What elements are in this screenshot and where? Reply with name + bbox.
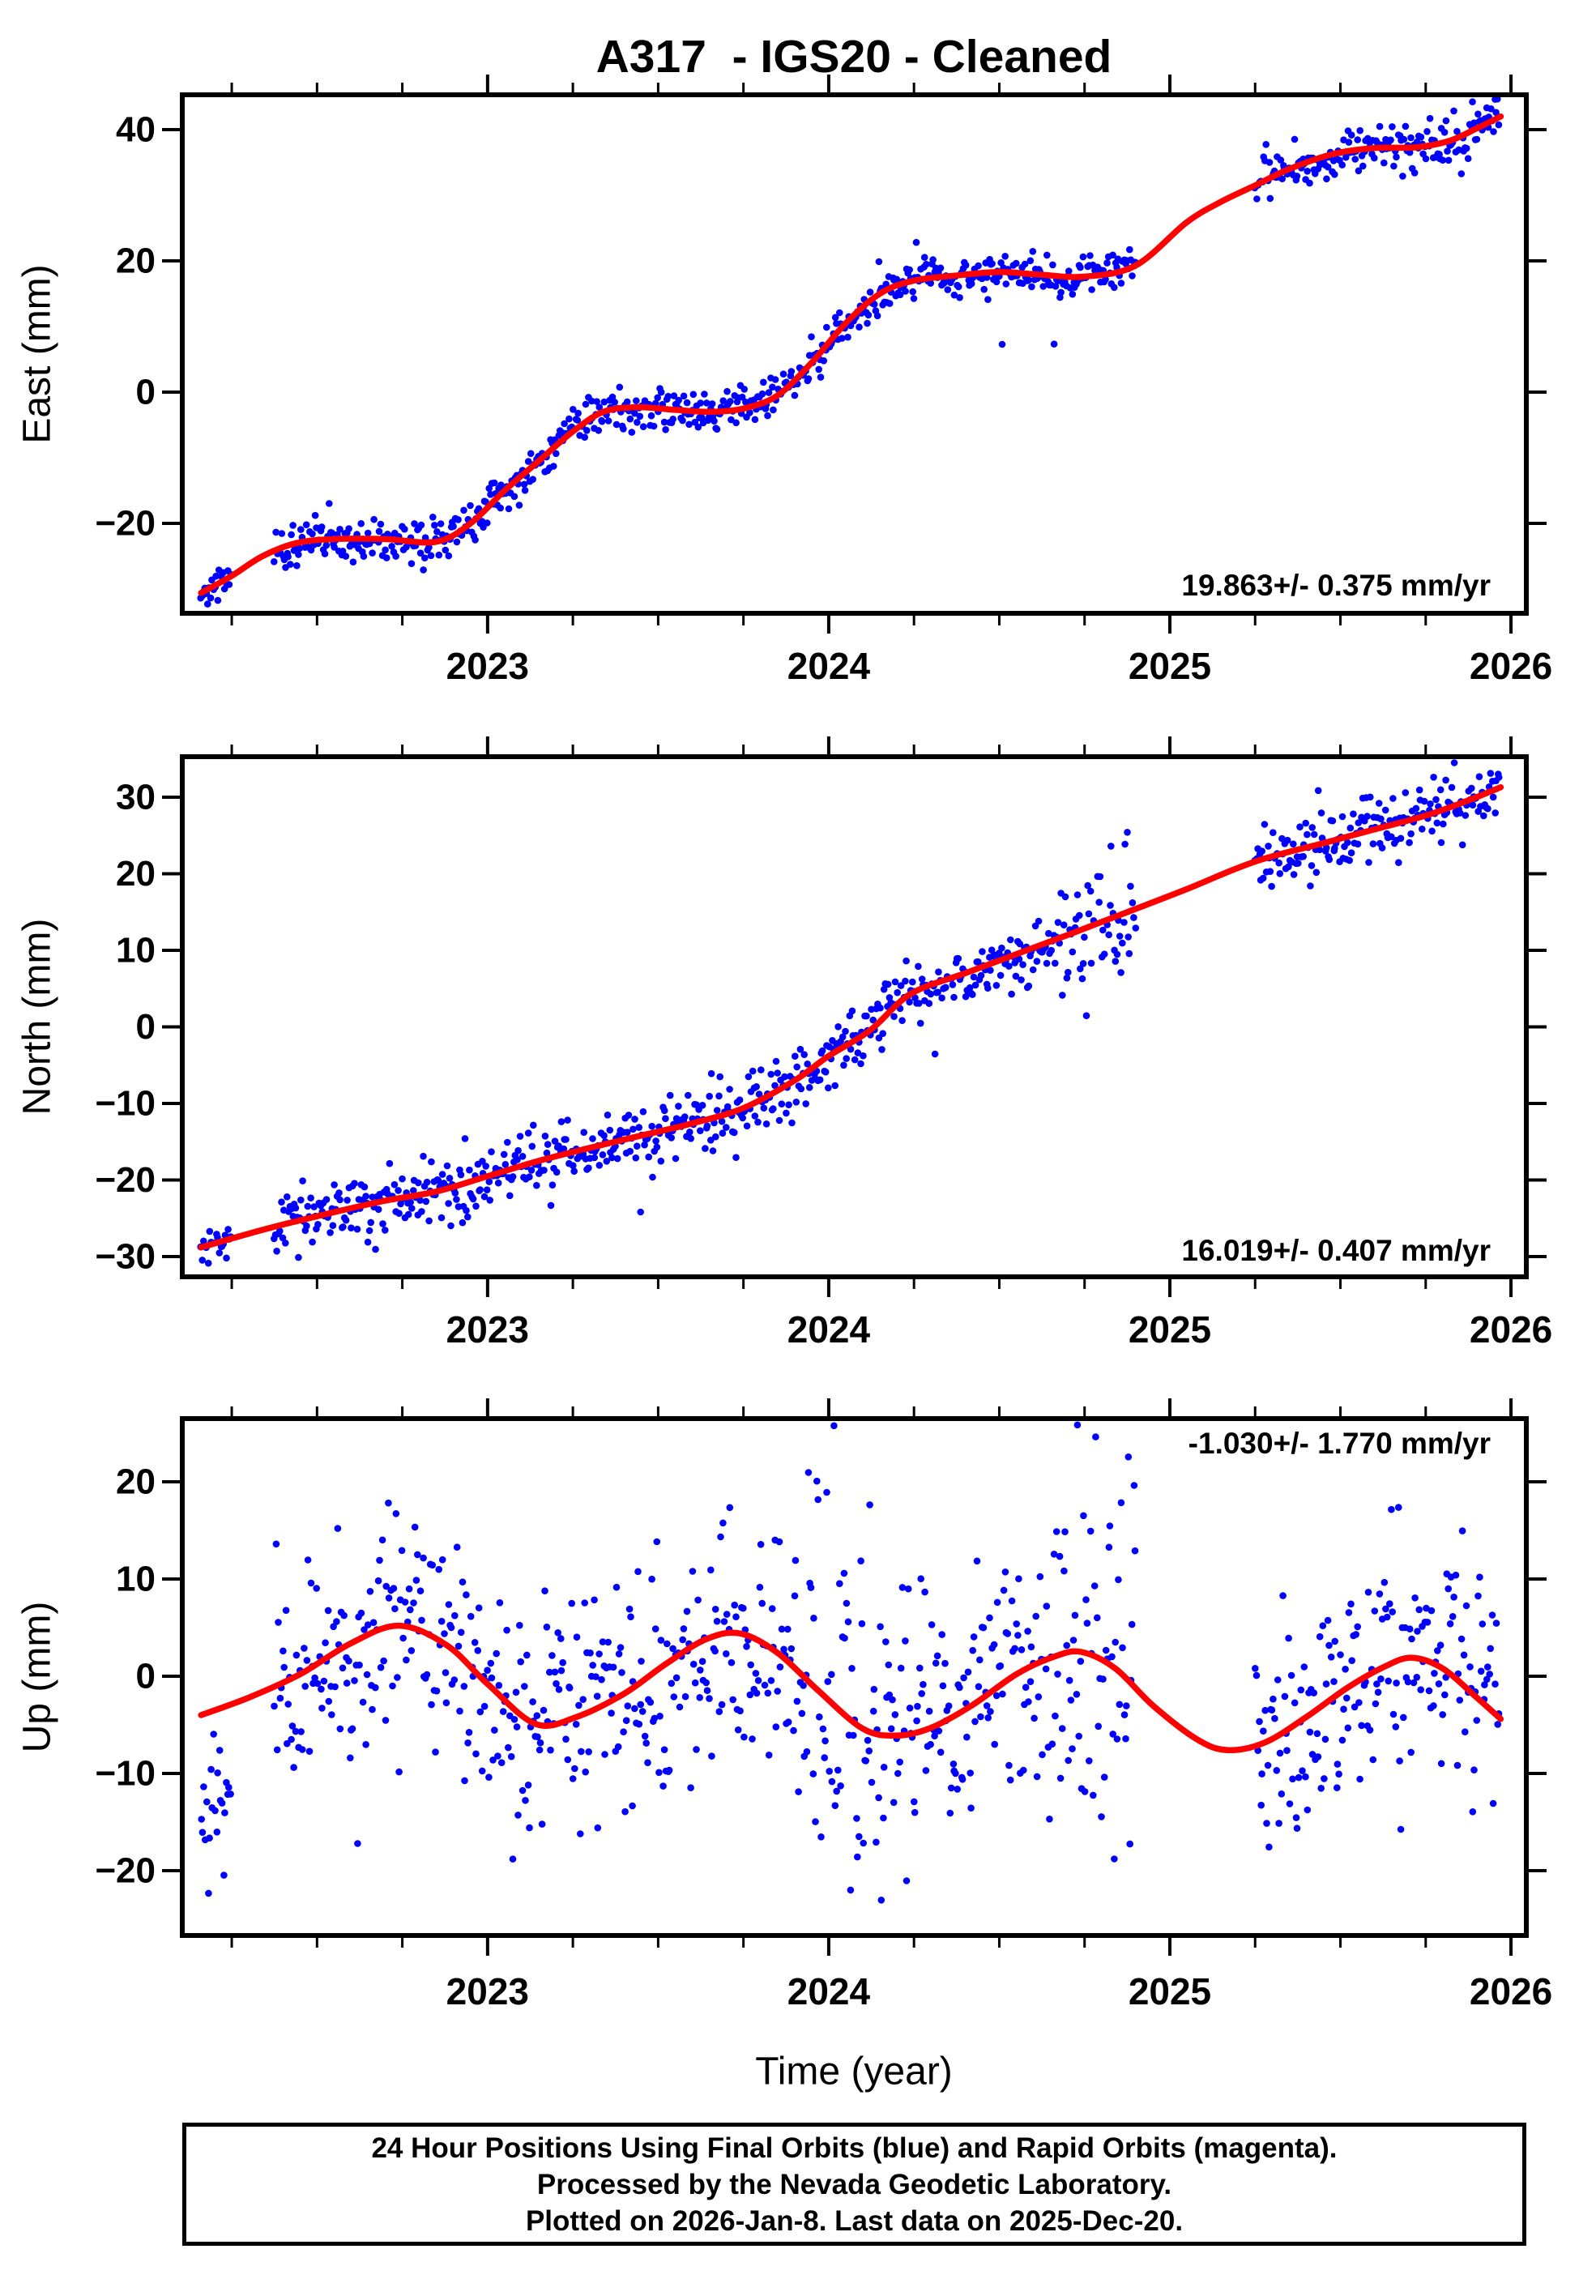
x-tick-label: 2025 xyxy=(1129,1970,1211,2012)
y-tick-label: 40 xyxy=(116,110,156,150)
x-tick-label: 2023 xyxy=(446,1970,529,2012)
footer-line-2: Processed by the Nevada Geodetic Laborat… xyxy=(536,2168,1172,2200)
y-tick-label: −30 xyxy=(95,1237,156,1277)
y-tick-label: 20 xyxy=(116,854,156,894)
east-frame xyxy=(180,92,1529,616)
up-rate-annotation: -1.030+/- 1.770 mm/yr xyxy=(1188,1427,1491,1460)
north-frame xyxy=(180,754,1529,1279)
up-frame xyxy=(180,1416,1529,1938)
up-scatter-points xyxy=(198,1421,1503,1904)
y-tick-label: 0 xyxy=(136,1007,156,1047)
page-title: A317 - IGS20 - Cleaned xyxy=(595,31,1112,83)
x-tick-label: 2026 xyxy=(1470,1308,1552,1351)
y-tick-label: 0 xyxy=(136,1657,156,1696)
footer-line-1: 24 Hour Positions Using Final Orbits (bl… xyxy=(371,2132,1338,2164)
y-tick-label: 20 xyxy=(116,1462,156,1502)
north-axis-label: North (mm) xyxy=(15,918,59,1116)
x-tick-label: 2025 xyxy=(1129,1308,1211,1351)
y-tick-label: −10 xyxy=(95,1084,156,1124)
east-trend-line xyxy=(198,113,1504,596)
east-scatter-points xyxy=(197,95,1503,608)
panel-up: 2023 2024 2025 2026 20 10 0 −10 −20 xyxy=(95,1398,1552,2012)
up-trend-line xyxy=(198,1622,1504,1753)
footer-note: 24 Hour Positions Using Final Orbits (bl… xyxy=(182,2123,1526,2246)
y-tick-label: 20 xyxy=(116,241,156,281)
x-axis-title: Time (year) xyxy=(755,2050,953,2093)
up-axis-label: Up (mm) xyxy=(15,1601,59,1753)
north-rate-annotation: 16.019+/- 0.407 mm/yr xyxy=(1181,1234,1491,1267)
x-tick-label: 2024 xyxy=(787,1970,871,2012)
x-tick-label: 2023 xyxy=(446,645,529,687)
y-tick-label: −20 xyxy=(95,1851,156,1891)
y-tick-label: 10 xyxy=(116,931,156,971)
east-rate-annotation: 19.863+/- 0.375 mm/yr xyxy=(1181,569,1491,602)
panel-north: 2023 2024 2025 2026 30 20 10 0 −10 −20 −30 xyxy=(95,736,1552,1351)
x-tick-label: 2025 xyxy=(1129,645,1211,687)
y-tick-label: 30 xyxy=(116,778,156,817)
x-tick-label: 2026 xyxy=(1470,645,1552,687)
x-tick-label: 2023 xyxy=(446,1308,529,1351)
y-tick-label: −20 xyxy=(95,1160,156,1200)
y-tick-label: 10 xyxy=(116,1560,156,1599)
x-tick-label: 2024 xyxy=(787,1308,871,1351)
x-tick-label: 2026 xyxy=(1470,1970,1552,2012)
y-tick-label: −20 xyxy=(95,504,156,544)
x-tick-label: 2024 xyxy=(787,645,871,687)
y-tick-label: −10 xyxy=(95,1754,156,1794)
north-scatter-points xyxy=(197,759,1503,1267)
east-axis-label: East (mm) xyxy=(15,264,59,444)
footer-line-3: Plotted on 2026-Jan-8. Last data on 2025… xyxy=(525,2204,1184,2237)
panel-east: 2023 2024 2025 2026 40 20 0 −20 xyxy=(95,75,1552,687)
y-tick-label: 0 xyxy=(136,373,156,412)
north-trend-line xyxy=(198,783,1504,1251)
